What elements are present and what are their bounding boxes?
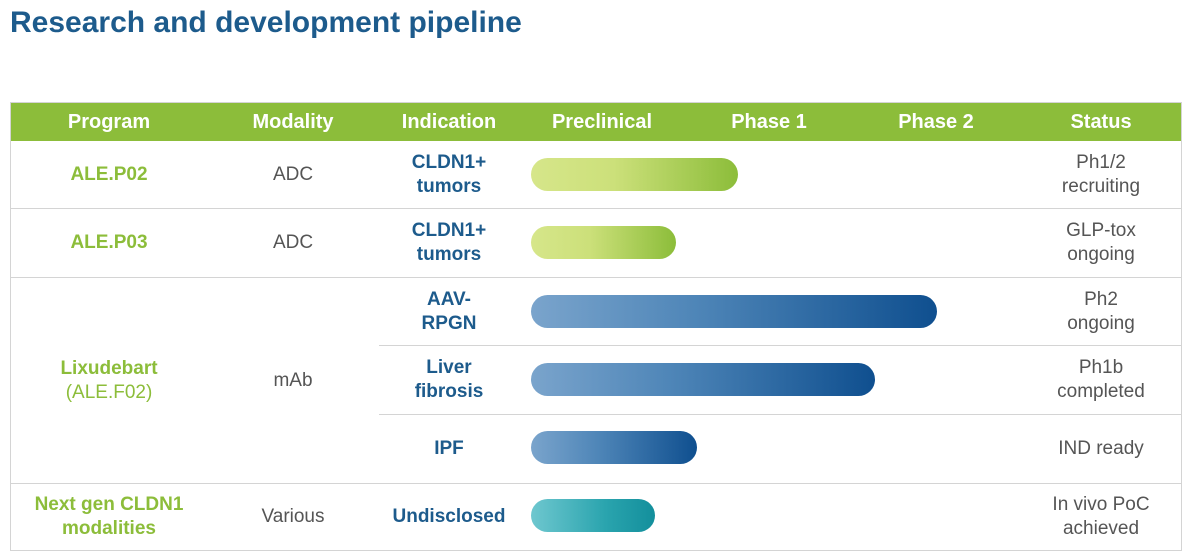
header-indication: Indication <box>401 111 497 133</box>
modality-cell: Various <box>261 506 325 527</box>
header-program: Program <box>67 111 151 133</box>
modality-cell: ADC <box>272 232 314 253</box>
indication-cell: CLDN1+ tumors <box>411 151 487 197</box>
header-status: Status <box>1070 111 1132 133</box>
row-divider <box>11 483 1181 484</box>
progress-bar <box>531 226 676 259</box>
progress-bar <box>531 499 655 532</box>
program-name: ALE.P02 <box>70 163 148 185</box>
row-divider <box>11 208 1181 209</box>
indication-cell: CLDN1+ tumors <box>411 220 487 265</box>
indication-cell: IPF <box>434 438 464 459</box>
row-divider <box>379 345 1181 346</box>
indication-cell: Undisclosed <box>392 506 506 527</box>
page-title: Research and development pipeline <box>10 6 522 39</box>
program-cell: Lixudebart (ALE.F02) <box>11 278 207 483</box>
program-cell: ALE.P03 <box>11 209 207 277</box>
progress-bar <box>531 431 697 464</box>
row-divider <box>11 277 1181 278</box>
status-cell: GLP-tox ongoing <box>1066 220 1136 265</box>
modality-cell: ADC <box>272 163 314 185</box>
table-header: Program Modality Indication Preclinical … <box>11 103 1181 141</box>
status-cell: Ph1b completed <box>1057 357 1145 402</box>
status-cell: Ph1/2 recruiting <box>1061 151 1141 197</box>
status-cell: Ph2 ongoing <box>1067 288 1135 334</box>
row-divider <box>379 414 1181 415</box>
indication-cell: Liver fibrosis <box>414 357 484 402</box>
program-cell: Next gen CLDN1 modalities <box>11 484 207 550</box>
progress-bar <box>531 158 738 191</box>
program-cell: ALE.P02 <box>11 141 207 208</box>
program-name: Next gen CLDN1 modalities <box>34 494 184 539</box>
program-name: ALE.P03 <box>70 232 148 253</box>
modality-cell: mAb <box>273 369 313 391</box>
status-cell: IND ready <box>1058 438 1144 459</box>
indication-cell: AAV-RPGN <box>421 288 477 334</box>
header-phase-1: Phase 1 <box>731 111 807 133</box>
pipeline-table: Program Modality Indication Preclinical … <box>10 102 1182 551</box>
header-modality: Modality <box>252 111 334 133</box>
progress-bar <box>531 363 875 396</box>
program-name: Lixudebart <box>60 357 158 379</box>
progress-bar <box>531 295 937 328</box>
program-code: (ALE.F02) <box>65 381 153 403</box>
status-cell: In vivo PoC achieved <box>1052 494 1150 539</box>
header-preclinical: Preclinical <box>551 111 653 133</box>
header-phase-2: Phase 2 <box>898 111 974 133</box>
